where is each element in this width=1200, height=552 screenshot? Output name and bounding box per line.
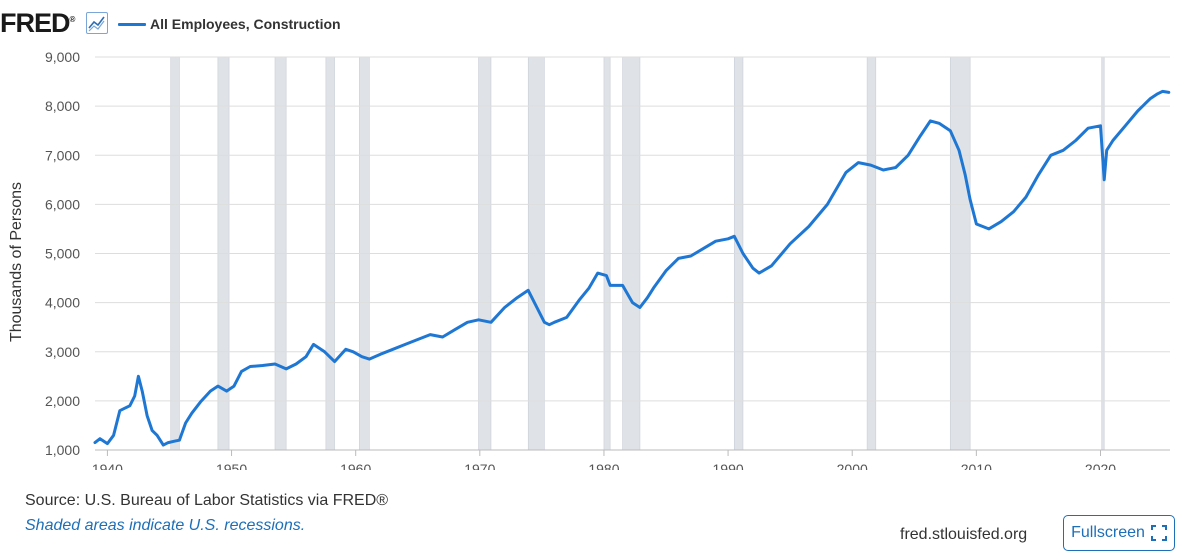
- y-tick-label: 3,000: [45, 344, 80, 360]
- expand-corners-icon: [1150, 525, 1167, 541]
- y-tick-label: 9,000: [45, 49, 80, 65]
- legend-swatch: [118, 23, 146, 26]
- series-line: [93, 89, 1171, 447]
- y-tick-label: 2,000: [45, 393, 80, 409]
- line-graph-icon[interactable]: [86, 12, 108, 34]
- x-tick-label: 1990: [713, 461, 744, 470]
- series-layer: [93, 89, 1171, 447]
- y-tick-label: 8,000: [45, 98, 80, 114]
- site-url[interactable]: fred.stlouisfed.org: [900, 526, 1028, 543]
- x-tick-label: 1940: [92, 461, 123, 470]
- line-graph-icon-glyph: [88, 16, 105, 32]
- x-tick-label: 1960: [340, 461, 371, 470]
- x-tick-label: 1950: [216, 461, 247, 470]
- y-tick-label: 1,000: [45, 442, 80, 458]
- y-tick-label: 6,000: [45, 196, 80, 212]
- x-tick-label: 1980: [588, 461, 619, 470]
- source-note: Source: U.S. Bureau of Labor Statistics …: [25, 492, 389, 509]
- recession-note: Shaded areas indicate U.S. recessions.: [25, 517, 306, 534]
- x-tick-label: 2000: [837, 461, 868, 470]
- fullscreen-label: Fullscreen: [1071, 524, 1145, 541]
- y-tick-label: 4,000: [45, 295, 80, 311]
- x-tick-label: 2010: [961, 461, 992, 470]
- y-tick-label: 5,000: [45, 246, 80, 262]
- y-tick-label: 7,000: [45, 147, 80, 163]
- fred-logo[interactable]: FRED®: [0, 8, 76, 38]
- x-tick-label: 1970: [464, 461, 495, 470]
- x-tick-label: 2020: [1085, 461, 1116, 470]
- legend-label: All Employees, Construction: [150, 16, 341, 32]
- fullscreen-button[interactable]: Fullscreen: [1063, 515, 1175, 551]
- tick-layer: 1,000 2,000 3,000 4,000 5,000 6,000 7,000 8,000…: [45, 49, 1116, 470]
- chart-plot: 1,000 2,000 3,000 4,000 5,000 6,000 7,000 8,000…: [45, 49, 1171, 470]
